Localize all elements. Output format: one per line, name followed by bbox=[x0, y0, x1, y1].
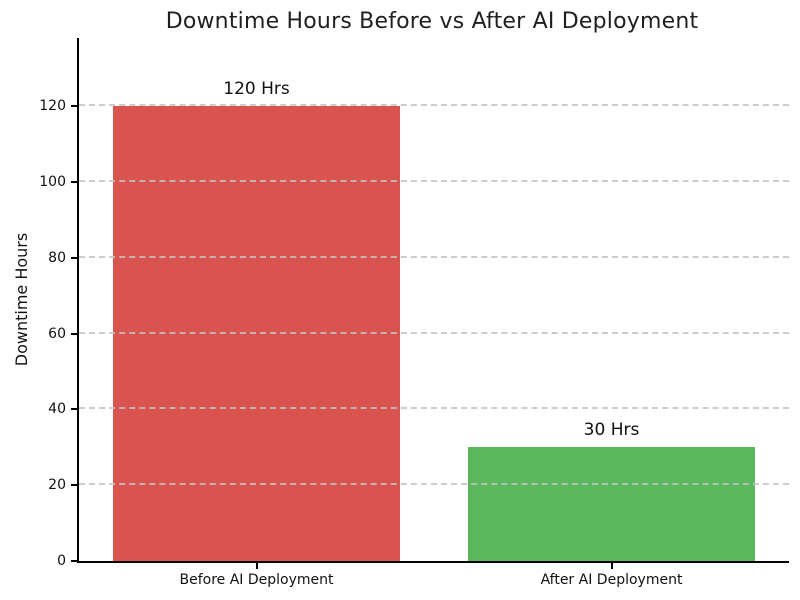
y-tick-mark-0 bbox=[71, 560, 77, 562]
y-tick-mark-20 bbox=[71, 484, 77, 487]
x-tick-mark-1 bbox=[610, 563, 613, 569]
y-tick-mark-40 bbox=[71, 408, 77, 411]
y-axis-label: Downtime Hours bbox=[0, 38, 44, 561]
y-tick-mark-120 bbox=[71, 105, 77, 108]
x-tick-mark-0 bbox=[255, 563, 258, 569]
y-tick-label-100: 100 bbox=[39, 174, 66, 191]
y-tick-label-60: 60 bbox=[48, 325, 66, 342]
gridline-y-20 bbox=[79, 483, 789, 486]
plot-area: 120 Hrs 30 Hrs 0 20 40 60 80 100 120 Before AI … bbox=[39, 38, 789, 588]
gridline-y-60 bbox=[79, 331, 789, 334]
bar-0 bbox=[113, 106, 400, 561]
bar-1 bbox=[468, 447, 755, 561]
y-tick-mark-60 bbox=[71, 332, 77, 335]
y-tick-label-20: 20 bbox=[48, 477, 66, 494]
y-tick-label-0: 0 bbox=[57, 553, 66, 569]
y-tick-mark-80 bbox=[71, 256, 77, 259]
gridline-y-100 bbox=[79, 180, 789, 183]
gridline-y-80 bbox=[79, 255, 789, 258]
y-axis-label-text: Downtime Hours bbox=[12, 232, 32, 367]
y-tick-label-120: 120 bbox=[39, 98, 66, 115]
y-tick-label-80: 80 bbox=[48, 249, 66, 266]
chart-title: Downtime Hours Before vs After AI Deploy… bbox=[165, 9, 699, 34]
x-tick-label-1: After AI Deployment bbox=[540, 572, 683, 588]
y-tick-label-40: 40 bbox=[48, 401, 66, 418]
gridline-y-120 bbox=[79, 104, 789, 107]
bar-value-label-1: 30 Hrs bbox=[583, 420, 640, 441]
x-tick-label-0: Before AI Deployment bbox=[179, 572, 334, 588]
gridline-y-40 bbox=[79, 407, 789, 410]
y-tick-mark-100 bbox=[71, 181, 77, 184]
bar-value-label-0: 120 Hrs bbox=[223, 79, 290, 100]
